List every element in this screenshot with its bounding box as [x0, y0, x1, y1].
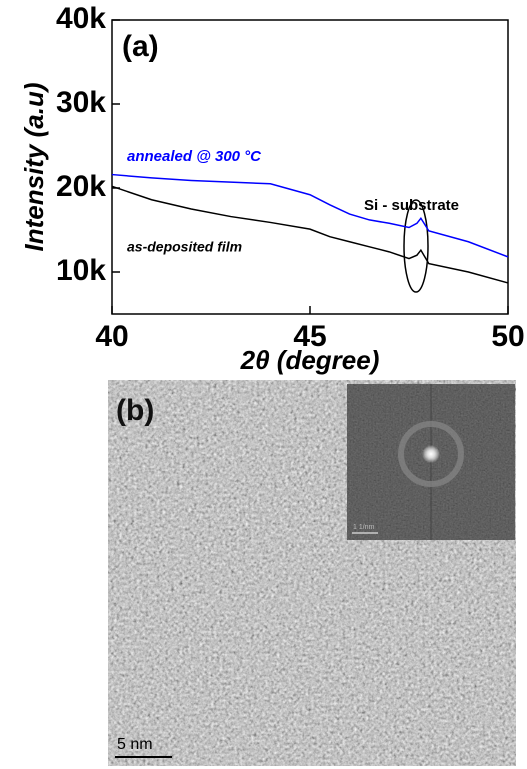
y-tick-label: 10k	[56, 254, 106, 287]
panel-label: (a)	[122, 30, 159, 63]
x-tick-label: 40	[95, 320, 128, 353]
y-tick-label: 30k	[56, 86, 106, 119]
y-axis-label: Intensity (a.u)	[19, 82, 49, 251]
tem-panel: 1 1/nm (b) 5 nm	[108, 380, 516, 766]
plot-frame	[112, 20, 508, 314]
central-spot	[422, 445, 440, 463]
series-label: as-deposited film	[127, 239, 242, 255]
x-tick-label: 50	[491, 320, 524, 353]
y-tick-label: 40k	[56, 2, 106, 35]
figure: (a) annealed @ 300 °C as-deposited film …	[0, 0, 527, 769]
inset-scale-label: 1 1/nm	[353, 524, 375, 531]
xrd-plot: (a) annealed @ 300 °C as-deposited film …	[19, 2, 525, 375]
panel-label: (b)	[116, 394, 154, 427]
x-tick-label: 45	[293, 320, 326, 353]
series-label: annealed @ 300 °C	[127, 148, 262, 165]
annotation: Si - substrate	[364, 197, 459, 214]
y-tick-label: 20k	[56, 170, 106, 203]
scale-bar-label: 5 nm	[117, 736, 153, 753]
